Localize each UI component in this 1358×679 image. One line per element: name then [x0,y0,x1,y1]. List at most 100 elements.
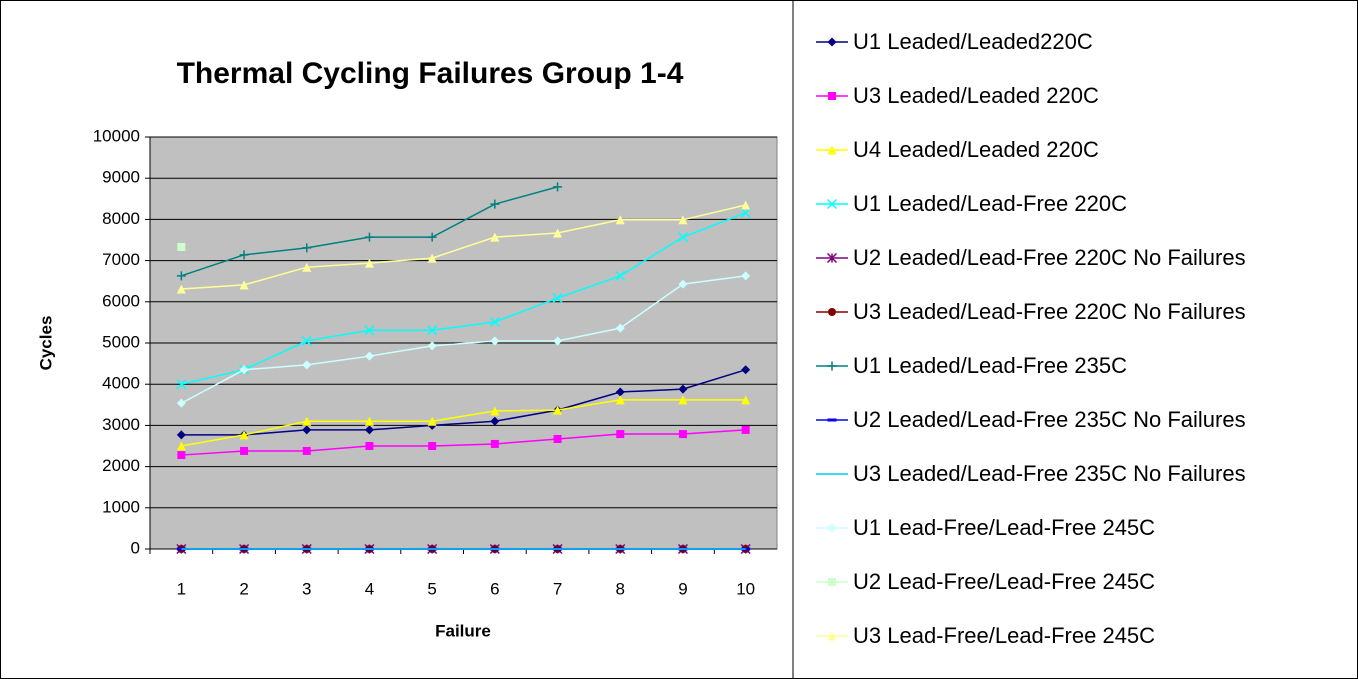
legend-label: U2 Leaded/Lead-Free 235C No Failures [853,407,1246,432]
y-axis-label: Cycles [36,316,55,371]
legend-label: U3 Leaded/Lead-Free 220C No Failures [853,299,1246,324]
marker [490,416,500,426]
series-line [181,204,746,290]
marker [741,200,751,210]
marker [553,182,563,192]
marker [678,430,687,439]
marker [301,335,312,346]
y-tick-label: 3000 [102,415,140,434]
marker [827,361,837,371]
marker [489,316,500,328]
x-tick-label: 3 [302,579,311,598]
marker [302,243,312,253]
marker [678,395,688,405]
x-tick-label: 2 [239,579,248,598]
marker [239,280,249,290]
marker [678,279,688,289]
marker [177,243,186,252]
marker [302,416,312,426]
marker [553,228,563,238]
marker [553,405,563,415]
marker [364,425,374,435]
series-line [181,212,746,385]
y-tick-label: 8000 [102,209,140,228]
marker [828,578,836,586]
marker [364,258,374,268]
x-tick-label: 9 [678,579,687,598]
marker [176,271,186,281]
marker [615,323,625,333]
x-tick-label: 10 [736,579,755,598]
series-line [180,275,746,404]
marker [427,253,437,263]
x-tick-label: 6 [490,579,499,598]
marker [365,442,374,450]
y-tick-label: 5000 [102,332,140,351]
marker [678,215,688,225]
marker [302,262,312,272]
marker [176,284,186,294]
x-tick-label: 5 [427,579,436,598]
marker [490,439,499,448]
legend-label: U1 Leaded/Leaded220C [853,29,1093,54]
marker [302,425,312,435]
marker [176,379,187,390]
marker [490,336,500,346]
marker [615,395,625,405]
marker [427,232,437,242]
marker [302,446,311,455]
marker [827,631,837,641]
marker [176,430,186,440]
legend-label: U4 Leaded/Leaded 220C [853,137,1099,162]
x-tick-label: 1 [177,579,186,598]
marker [176,398,186,408]
marker [552,293,563,304]
marker [428,442,437,450]
marker [176,441,186,451]
marker [826,198,838,210]
marker [828,308,836,316]
legend-label: U3 Leaded/Lead-Free 235C No Failures [853,461,1246,486]
y-tick-label: 0 [131,538,140,557]
marker [615,215,625,225]
y-tick-label: 7000 [102,250,140,269]
marker [427,341,437,351]
marker [490,406,500,416]
marker [240,446,249,455]
y-tick-label: 6000 [102,291,140,310]
marker [553,336,563,346]
marker [553,434,562,443]
marker [741,365,751,375]
marker [239,430,249,440]
marker [827,145,837,155]
x-tick-label: 8 [616,579,625,598]
marker [364,232,374,242]
marker [741,271,751,281]
marker [615,387,625,397]
marker [490,232,500,242]
y-tick-label: 2000 [102,456,140,475]
marker [616,430,625,439]
marker [678,384,688,394]
marker [828,92,836,100]
marker [364,351,374,361]
x-axis-label: Failure [435,621,491,640]
x-tick-label: 4 [365,579,374,598]
marker [427,325,438,336]
marker [239,250,249,260]
legend-label: U1 Lead-Free/Lead-Free 245C [853,515,1155,540]
series-line [181,399,746,447]
legend-label: U1 Leaded/Lead-Free 220C [853,191,1127,216]
marker [177,451,186,460]
legend-label: U1 Leaded/Lead-Free 235C [853,353,1127,378]
legend-label: U3 Leaded/Leaded 220C [853,83,1099,108]
series-line [181,369,746,436]
marker [826,252,838,264]
legend-label: U3 Lead-Free/Lead-Free 245C [853,623,1155,648]
y-tick-label: 1000 [102,497,140,516]
legend-label: U2 Lead-Free/Lead-Free 245C [853,569,1155,594]
marker [427,416,437,426]
marker [302,360,312,370]
series-line [181,429,746,456]
